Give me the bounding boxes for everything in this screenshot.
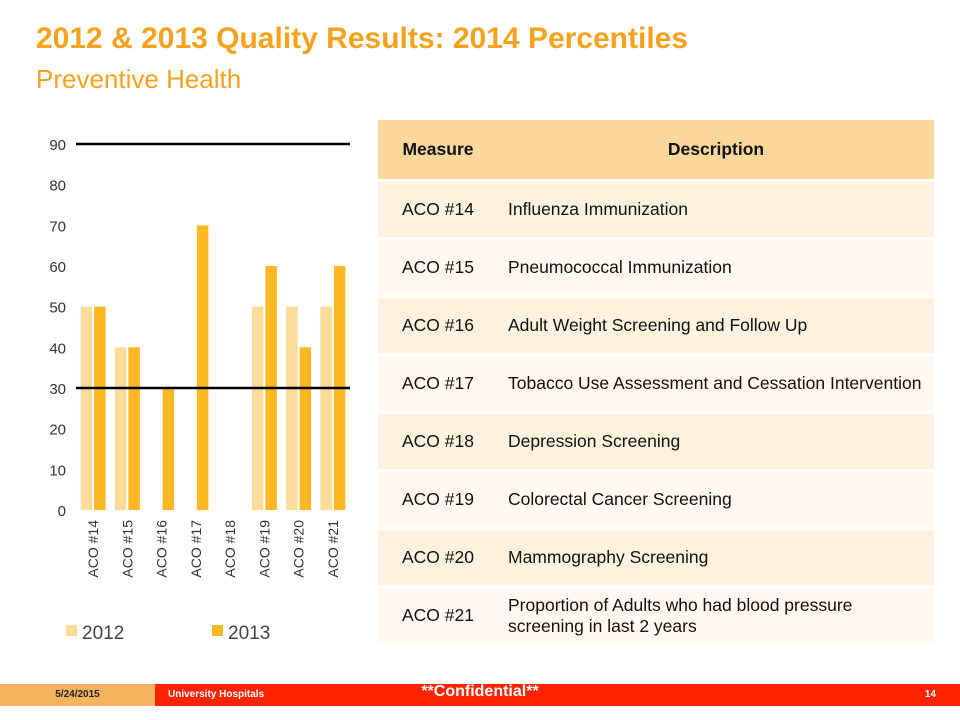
- table-row: ACO #21 Proportion of Adults who had blo…: [378, 585, 934, 643]
- description-cell: Adult Weight Screening and Follow Up: [498, 295, 934, 355]
- y-tick-label: 0: [58, 503, 66, 520]
- page-number: 14: [924, 689, 936, 700]
- bar-2013: [94, 306, 106, 510]
- header-measure: Measure: [378, 120, 498, 182]
- measure-cell: ACO #18: [378, 411, 498, 471]
- table-row: ACO #19 Colorectal Cancer Screening: [378, 469, 934, 529]
- description-cell: Pneumococcal Immunization: [498, 237, 934, 297]
- x-tick-label: ACO #16: [154, 520, 170, 578]
- description-cell: Depression Screening: [498, 411, 934, 471]
- measure-cell: ACO #20: [378, 527, 498, 587]
- y-tick-label: 20: [49, 422, 66, 439]
- chart-legend: 2012 2013: [66, 623, 270, 644]
- bar-2012: [114, 347, 127, 510]
- legend-swatch: [212, 625, 223, 636]
- chart-bars: [80, 225, 346, 510]
- bar-2012: [251, 306, 264, 510]
- description-cell: Influenza Immunization: [498, 179, 934, 239]
- header-description: Description: [498, 120, 934, 182]
- bar-2012: [286, 306, 298, 510]
- table-row: ACO #15 Pneumococcal Immunization: [378, 237, 934, 297]
- table-row: ACO #18 Depression Screening: [378, 411, 934, 471]
- x-tick-label: ACO #18: [222, 520, 238, 578]
- legend-swatch: [66, 625, 77, 636]
- measure-cell: ACO #14: [378, 179, 498, 239]
- table-row: ACO #20 Mammography Screening: [378, 527, 934, 587]
- y-tick-label: 30: [49, 381, 66, 398]
- legend-label: 2013: [228, 623, 270, 644]
- footer-date: 5/24/2015: [0, 684, 155, 706]
- y-tick-label: 90: [49, 137, 66, 154]
- measure-cell: ACO #17: [378, 353, 498, 413]
- y-tick-label: 40: [49, 340, 66, 357]
- chart-y-ticks: 0 10 20 30 40 50 60 70 80 90: [49, 137, 66, 520]
- description-cell: Mammography Screening: [498, 527, 934, 587]
- bar-2013: [196, 225, 209, 510]
- description-cell: Proportion of Adults who had blood press…: [498, 585, 934, 643]
- table-row: ACO #16 Adult Weight Screening and Follo…: [378, 295, 934, 355]
- legend-label: 2012: [82, 623, 124, 644]
- x-tick-label: ACO #14: [85, 520, 101, 578]
- measure-cell: ACO #19: [378, 469, 498, 529]
- y-tick-label: 10: [49, 462, 66, 479]
- table-row: ACO #17 Tobacco Use Assessment and Cessa…: [378, 353, 934, 413]
- table-row: ACO #14 Influenza Immunization: [378, 179, 934, 239]
- description-cell: Tobacco Use Assessment and Cessation Int…: [498, 353, 934, 413]
- slide-subtitle: Preventive Health: [36, 64, 242, 94]
- footer-bar: [0, 684, 960, 706]
- bar-2013: [162, 388, 175, 510]
- slide-title: 2012 & 2013 Quality Results: 2014 Percen…: [36, 22, 689, 55]
- description-cell: Colorectal Cancer Screening: [498, 469, 934, 529]
- table-header-row: Measure Description: [378, 120, 934, 182]
- chart-x-ticks: ACO #14 ACO #15 ACO #16 ACO #17 ACO #18 ACO #…: [85, 520, 341, 578]
- measure-cell: ACO #15: [378, 237, 498, 297]
- bar-2013: [128, 347, 140, 510]
- x-tick-label: ACO #19: [256, 520, 272, 578]
- bar-2012: [80, 306, 93, 510]
- y-tick-label: 60: [49, 259, 66, 276]
- bar-2013: [299, 347, 312, 510]
- confidential-label: **Confidential**: [421, 683, 539, 700]
- footer-organization: University Hospitals: [168, 689, 265, 700]
- x-tick-label: ACO #17: [188, 520, 204, 578]
- x-tick-label: ACO #20: [291, 520, 307, 578]
- y-tick-label: 70: [49, 218, 66, 235]
- y-tick-label: 80: [49, 178, 66, 195]
- measure-cell: ACO #16: [378, 295, 498, 355]
- x-tick-label: ACO #21: [325, 520, 341, 578]
- chart-reference-lines: [76, 142, 350, 390]
- y-tick-label: 50: [49, 300, 66, 317]
- measures-table: Measure Description ACO #14 Influenza Im…: [378, 120, 934, 643]
- x-tick-label: ACO #15: [119, 520, 135, 578]
- measure-cell: ACO #21: [378, 585, 498, 643]
- bar-2012: [320, 306, 332, 510]
